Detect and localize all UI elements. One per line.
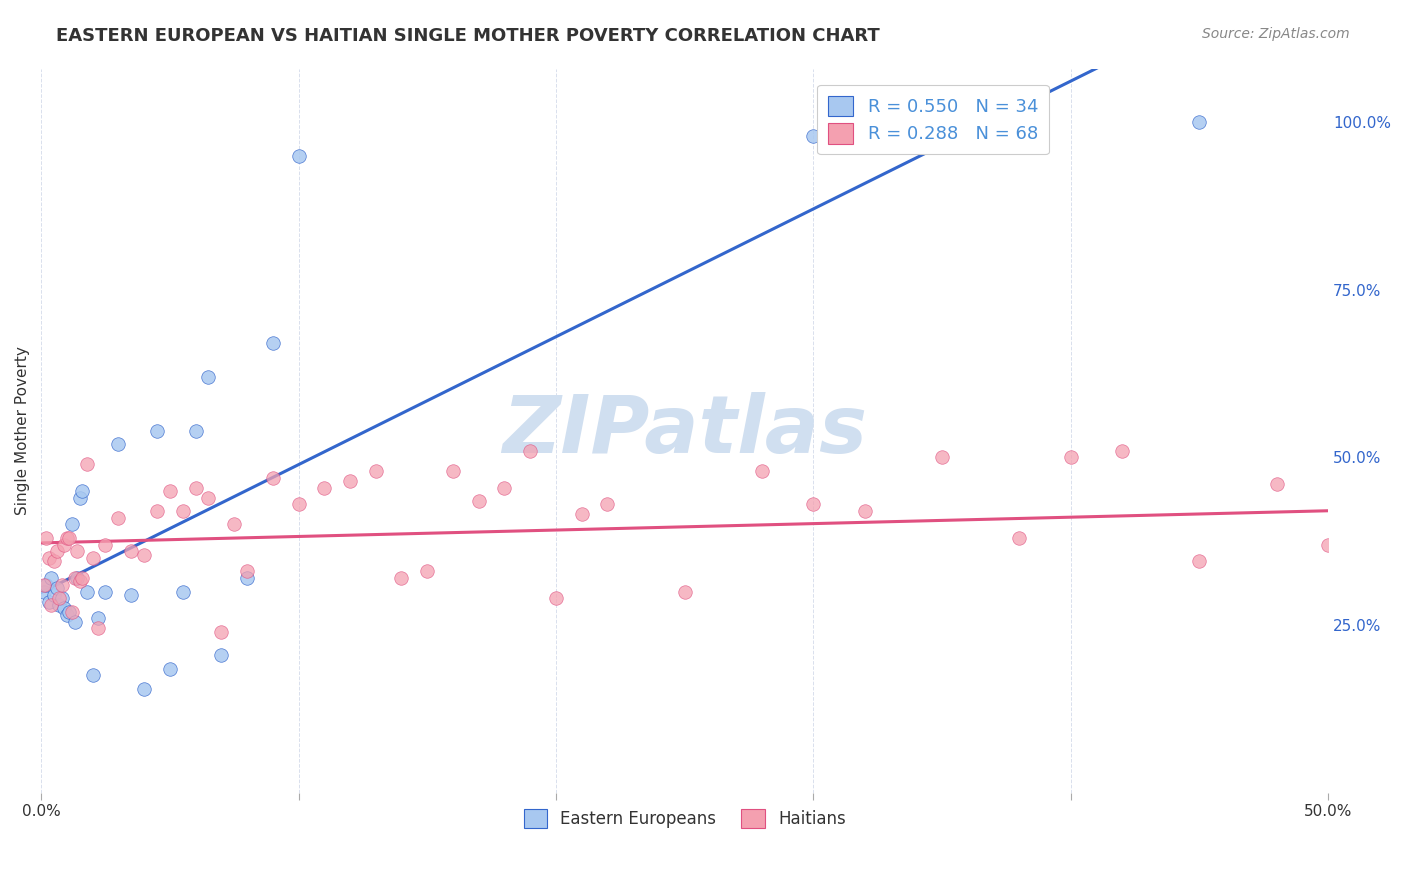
Point — [801, 128, 824, 143]
Point — [69, 574, 91, 589]
Point — [72, 571, 94, 585]
Point — [494, 481, 516, 495]
Point — [120, 544, 142, 558]
Point — [42, 554, 65, 568]
Point — [69, 491, 91, 505]
Point — [132, 681, 155, 696]
Point — [146, 424, 169, 438]
Point — [853, 504, 876, 518]
Point — [42, 588, 65, 602]
Text: Source: ZipAtlas.com: Source: ZipAtlas.com — [1202, 27, 1350, 41]
Point — [441, 464, 464, 478]
Point — [60, 605, 83, 619]
Point — [1111, 443, 1133, 458]
Point — [159, 483, 181, 498]
Point — [159, 662, 181, 676]
Point — [87, 621, 110, 635]
Point — [66, 571, 89, 585]
Point — [66, 544, 89, 558]
Point — [51, 591, 73, 606]
Point — [53, 538, 76, 552]
Point — [1188, 115, 1211, 129]
Point — [571, 508, 593, 522]
Point — [224, 517, 246, 532]
Point — [38, 594, 60, 608]
Point — [32, 578, 55, 592]
Point — [339, 474, 361, 488]
Point — [32, 584, 55, 599]
Point — [262, 336, 284, 351]
Point — [197, 491, 219, 505]
Point — [82, 668, 104, 682]
Point — [519, 443, 541, 458]
Point — [1188, 554, 1211, 568]
Point — [45, 544, 67, 558]
Point — [314, 481, 336, 495]
Point — [544, 591, 567, 606]
Point — [262, 470, 284, 484]
Point — [56, 531, 79, 545]
Point — [120, 588, 142, 602]
Point — [184, 424, 207, 438]
Point — [184, 481, 207, 495]
Point — [1368, 470, 1391, 484]
Point — [172, 504, 194, 518]
Point — [76, 457, 98, 471]
Point — [1060, 450, 1083, 465]
Point — [45, 581, 67, 595]
Point — [391, 571, 413, 585]
Point — [72, 483, 94, 498]
Point — [87, 611, 110, 625]
Point — [56, 607, 79, 622]
Point — [107, 510, 129, 524]
Text: EASTERN EUROPEAN VS HAITIAN SINGLE MOTHER POVERTY CORRELATION CHART: EASTERN EUROPEAN VS HAITIAN SINGLE MOTHE… — [56, 27, 880, 45]
Point — [58, 531, 80, 545]
Point — [82, 551, 104, 566]
Point — [751, 464, 773, 478]
Point — [48, 598, 70, 612]
Point — [41, 598, 63, 612]
Point — [209, 624, 232, 639]
Y-axis label: Single Mother Poverty: Single Mother Poverty — [15, 346, 30, 515]
Point — [35, 531, 58, 545]
Point — [197, 370, 219, 384]
Point — [287, 149, 309, 163]
Point — [931, 450, 953, 465]
Point — [236, 565, 259, 579]
Point — [1265, 477, 1288, 491]
Point — [596, 497, 619, 511]
Point — [673, 584, 696, 599]
Point — [53, 601, 76, 615]
Point — [35, 578, 58, 592]
Point — [94, 584, 117, 599]
Point — [801, 497, 824, 511]
Legend: Eastern Europeans, Haitians: Eastern Europeans, Haitians — [517, 803, 852, 835]
Point — [416, 565, 439, 579]
Point — [107, 437, 129, 451]
Point — [38, 551, 60, 566]
Point — [146, 504, 169, 518]
Point — [467, 494, 489, 508]
Point — [364, 464, 387, 478]
Point — [76, 584, 98, 599]
Point — [58, 605, 80, 619]
Point — [236, 571, 259, 585]
Point — [209, 648, 232, 663]
Point — [132, 548, 155, 562]
Point — [51, 578, 73, 592]
Point — [48, 591, 70, 606]
Point — [287, 497, 309, 511]
Point — [1317, 538, 1340, 552]
Point — [60, 517, 83, 532]
Point — [94, 538, 117, 552]
Text: ZIPatlas: ZIPatlas — [502, 392, 868, 469]
Point — [63, 615, 86, 629]
Point — [172, 584, 194, 599]
Point — [41, 571, 63, 585]
Point — [1008, 531, 1031, 545]
Point — [63, 571, 86, 585]
